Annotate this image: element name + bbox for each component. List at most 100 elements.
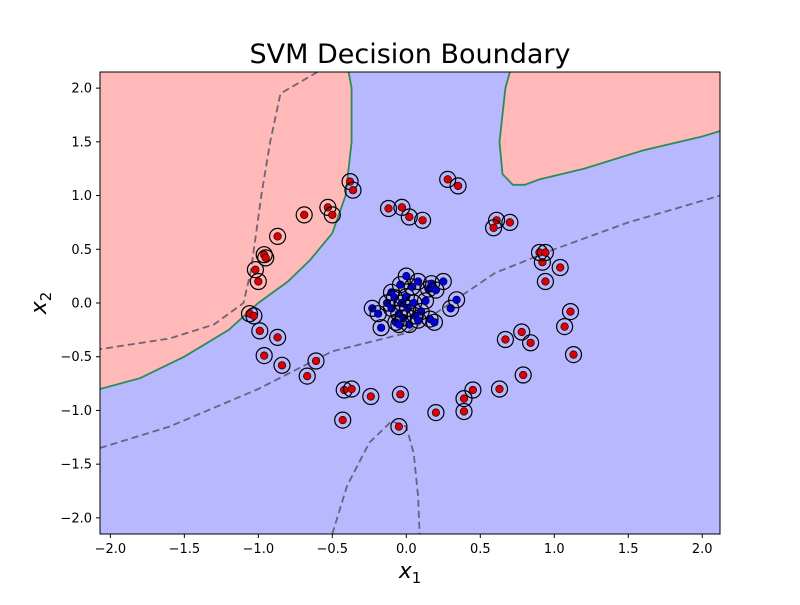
positive-data-point <box>303 372 312 381</box>
y-tick-label: −1.0 <box>60 404 92 419</box>
margin-boundary-1 <box>100 72 318 351</box>
support-vector-ring <box>257 249 275 267</box>
support-vector-ring <box>379 199 398 218</box>
positive-data-point <box>560 322 569 331</box>
x-axis-label: x1 <box>398 559 422 587</box>
support-vector-ring <box>561 303 580 321</box>
positive-data-point <box>541 277 550 286</box>
positive-data-point <box>489 223 498 232</box>
negative-data-point <box>394 320 404 329</box>
positive-data-point <box>273 333 282 342</box>
support-vector-ring <box>273 356 291 374</box>
y-tick-label: −2.0 <box>60 511 92 526</box>
support-vector-ring <box>391 276 409 294</box>
support-vector-ring <box>485 219 503 237</box>
support-vector-ring <box>343 380 361 398</box>
x-tick-label: 0.5 <box>470 542 491 557</box>
negative-data-point <box>452 295 461 304</box>
support-vector-ring <box>409 311 427 329</box>
negative-data-point <box>431 286 441 295</box>
y-tick-label: 1.5 <box>71 135 92 150</box>
support-vector-ring <box>298 367 316 385</box>
x-axis-label-subscript: 1 <box>412 569 422 587</box>
support-vector-ring <box>397 267 415 285</box>
support-vector-ring <box>390 315 408 334</box>
positive-region-top-right <box>499 72 720 185</box>
positive-data-point <box>405 212 414 222</box>
support-vector-ring <box>496 330 514 349</box>
support-vector-ring <box>295 206 313 224</box>
positive-data-point <box>328 210 337 219</box>
positive-data-point <box>459 407 469 416</box>
positive-data-point <box>338 416 347 425</box>
support-vector-ring <box>255 347 273 365</box>
support-vector-ring <box>249 272 267 291</box>
positive-data-point <box>273 232 282 241</box>
positive-data-point <box>517 327 526 337</box>
x-tick-label: 1.5 <box>618 542 639 557</box>
y-tick-label: 2.0 <box>71 82 92 97</box>
support-vector-ring <box>251 322 269 340</box>
negative-data-point <box>374 309 383 318</box>
y-axis: −2.0 −1.5 −1.0 −0.5 0.0 0.5 1.0 1.5 2.0 <box>60 82 100 526</box>
support-vector-ring <box>344 181 362 199</box>
chart-title: SVM Decision Boundary <box>249 39 570 70</box>
positive-data-point <box>384 204 393 213</box>
support-vector-ring <box>455 390 473 408</box>
positive-data-point <box>366 392 375 401</box>
support-vector-ring <box>245 307 263 325</box>
support-vector-ring <box>434 272 452 291</box>
support-vector-ring <box>464 381 482 399</box>
support-vector-ring <box>240 305 259 323</box>
x-tick-label: −0.5 <box>317 542 349 557</box>
support-vector-ring <box>362 387 380 406</box>
positive-data-point <box>556 263 565 272</box>
support-vector-ring <box>307 352 325 370</box>
support-vector-ring <box>536 243 555 262</box>
support-vector-ring <box>390 418 408 436</box>
x-tick-label: 1.0 <box>544 542 565 557</box>
support-vector-ring <box>449 177 467 195</box>
x-axis-label-base: x <box>398 559 413 584</box>
positive-data-point <box>541 248 550 257</box>
support-vector-ring <box>269 227 287 245</box>
y-axis-label-base: x <box>27 300 52 315</box>
support-vector-ring <box>514 366 532 384</box>
positive-data-point <box>394 422 404 431</box>
support-vector-ring <box>521 334 540 352</box>
support-vector-ring <box>269 328 287 346</box>
positive-data-point <box>260 351 269 360</box>
negative-data-point <box>414 277 423 286</box>
y-tick-label: 0.5 <box>71 243 92 258</box>
positive-data-point <box>311 356 321 366</box>
x-axis: −2.0 −1.5 −1.0 −0.5 0.0 0.5 1.0 1.5 2.0 <box>95 534 713 557</box>
positive-data-point <box>569 350 578 359</box>
positive-data-point <box>249 311 258 321</box>
positive-data-point <box>566 307 575 316</box>
positive-data-point <box>526 338 535 347</box>
positive-data-point <box>347 384 356 394</box>
positive-data-point <box>261 253 270 262</box>
positive-data-point <box>468 385 478 395</box>
positive-data-point <box>396 390 405 399</box>
decision-boundary-1 <box>100 72 353 390</box>
positive-data-point <box>495 384 504 394</box>
y-tick-label: 1.0 <box>71 189 92 204</box>
support-vector-ring <box>255 246 273 264</box>
positive-data-point <box>443 175 452 184</box>
plot-area <box>99 71 721 535</box>
positive-data-point <box>254 277 263 286</box>
positive-data-point <box>300 210 309 219</box>
positive-data-point <box>255 326 264 336</box>
y-tick-label: 0.0 <box>71 297 92 312</box>
support-vector-ring <box>455 402 473 421</box>
support-vector-ring <box>323 206 341 224</box>
positive-data-point <box>454 181 463 190</box>
support-vector-ring <box>372 319 390 337</box>
x-tick-label: −2.0 <box>95 542 127 557</box>
positive-data-point <box>505 218 515 227</box>
support-vector-ring <box>422 275 441 293</box>
support-vector-ring <box>391 385 409 403</box>
support-vector-ring <box>439 170 457 188</box>
